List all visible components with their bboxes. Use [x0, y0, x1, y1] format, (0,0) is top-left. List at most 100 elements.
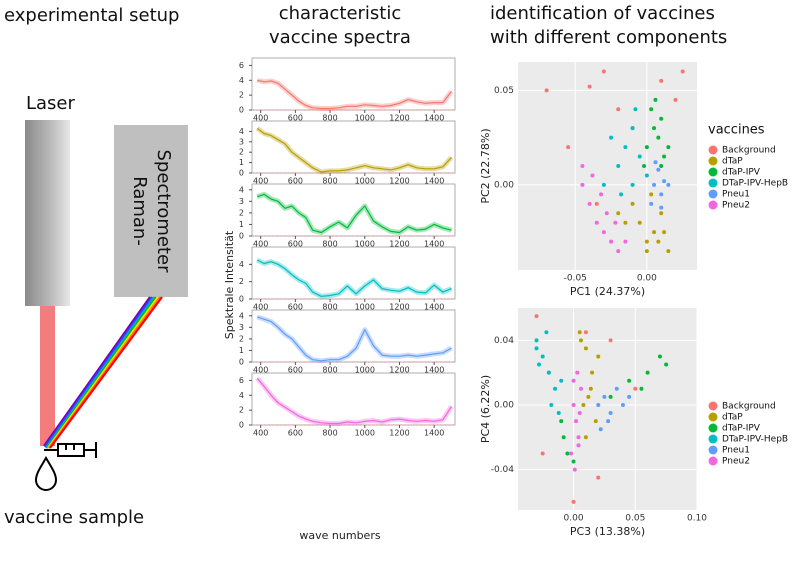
- legend-swatch: [708, 401, 718, 411]
- point: [616, 107, 621, 112]
- x-tick-label: 1400: [424, 366, 444, 375]
- point: [653, 97, 658, 102]
- point: [659, 211, 664, 216]
- point: [577, 330, 582, 335]
- legend-title: vaccines: [708, 123, 765, 138]
- point: [556, 411, 561, 416]
- legend-label: DTaP-IPV-HepB: [722, 179, 788, 189]
- y-tick-label: 1: [239, 220, 244, 229]
- point: [673, 97, 678, 102]
- point: [571, 378, 576, 383]
- point: [644, 249, 649, 254]
- point: [546, 370, 551, 375]
- y-tick-label: 3: [239, 137, 244, 146]
- laser: [25, 120, 70, 306]
- point: [652, 182, 657, 187]
- syringe: [44, 442, 97, 458]
- pca-title: identification of vaccines: [490, 3, 715, 24]
- point: [623, 145, 628, 150]
- point: [633, 107, 638, 112]
- legend-swatch: [708, 189, 718, 199]
- y-tick-label: 6: [239, 61, 244, 70]
- point: [549, 402, 554, 407]
- x-tick-label: 1000: [355, 177, 375, 186]
- x-tick-label: 1200: [389, 429, 409, 438]
- spectrum: [257, 79, 452, 110]
- legend-swatch: [708, 412, 718, 422]
- legend-label: dTaP-IPV: [722, 424, 761, 434]
- point: [553, 386, 558, 391]
- legend-swatch: [708, 178, 718, 188]
- point: [623, 239, 628, 244]
- point: [609, 135, 614, 140]
- legend-swatch: [708, 445, 718, 455]
- y-tick-label: 0: [239, 169, 244, 178]
- x-tick-label: 600: [288, 114, 303, 123]
- point: [614, 386, 619, 391]
- point: [620, 402, 625, 407]
- point: [666, 145, 671, 150]
- point: [596, 475, 601, 480]
- y-tick-label: 4: [239, 311, 244, 320]
- x-axis-label: wave numbers: [299, 529, 380, 542]
- x-tick-label: 800: [322, 240, 337, 249]
- point: [586, 394, 591, 399]
- x-tick-label: 600: [288, 366, 303, 375]
- x-tick-label: 1000: [355, 303, 375, 312]
- plot-background: [518, 308, 697, 510]
- point: [645, 370, 650, 375]
- point: [594, 220, 599, 225]
- y-tick-label: 3: [239, 197, 244, 206]
- point: [608, 394, 613, 399]
- point: [583, 330, 588, 335]
- x-tick-label: 1400: [424, 177, 444, 186]
- point: [583, 346, 588, 351]
- y-tick-label: 2: [239, 91, 244, 100]
- point: [680, 69, 685, 74]
- point: [590, 173, 595, 178]
- point: [534, 338, 539, 343]
- legend-label: Pneu1: [722, 190, 750, 200]
- point: [534, 346, 539, 351]
- legend-label: dTaP-IPV: [722, 168, 761, 178]
- point: [639, 386, 644, 391]
- point: [544, 330, 549, 335]
- point: [572, 467, 577, 472]
- x-tick-label: 0.10: [687, 514, 707, 524]
- point: [623, 220, 628, 225]
- point: [608, 411, 613, 416]
- point: [599, 192, 604, 197]
- drop: [34, 456, 58, 491]
- x-tick-label: 1400: [424, 240, 444, 249]
- point: [644, 145, 649, 150]
- y-tick-label: 0.00: [494, 400, 514, 410]
- spectra-title: characteristic: [279, 3, 402, 24]
- point: [569, 451, 574, 456]
- x-tick-label: 1000: [355, 114, 375, 123]
- point: [561, 435, 566, 440]
- x-axis-label: PC3 (13.38%): [570, 525, 645, 538]
- x-tick-label: 600: [288, 429, 303, 438]
- point: [642, 164, 647, 168]
- x-tick-label: 1200: [389, 114, 409, 123]
- point: [652, 230, 657, 235]
- y-tick-label: 2: [239, 208, 244, 217]
- spectrum: [257, 193, 452, 234]
- point: [587, 201, 592, 206]
- x-tick-label: 1400: [424, 303, 444, 312]
- panel: [251, 309, 456, 363]
- y-tick-label: 4: [239, 391, 244, 400]
- laser-label: Laser: [26, 93, 76, 114]
- point: [601, 230, 606, 235]
- y-tick-label: 6: [239, 376, 244, 385]
- point: [659, 78, 664, 83]
- x-tick-label: 400: [253, 366, 268, 375]
- legend-swatch: [708, 156, 718, 166]
- point: [649, 201, 654, 206]
- panel: [251, 183, 456, 237]
- y-axis-label: Spektrale Intensität: [223, 230, 236, 339]
- x-tick-label: 800: [322, 114, 337, 123]
- point: [666, 249, 671, 254]
- panel: [251, 120, 456, 174]
- point: [662, 154, 667, 159]
